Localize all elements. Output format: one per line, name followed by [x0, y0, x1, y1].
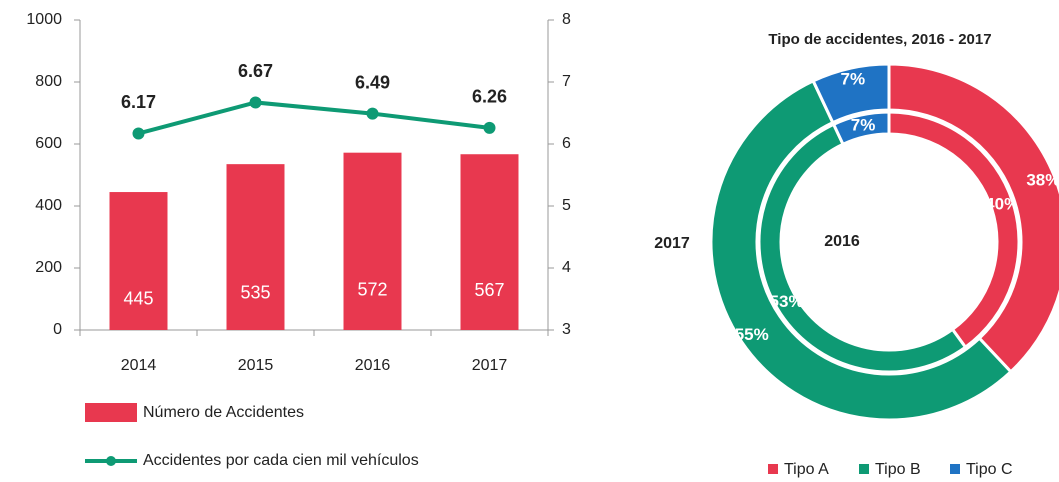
x-tick-label: 2015 — [238, 357, 274, 374]
legend-label: Accidentes por cada cien mil vehículos — [143, 452, 419, 469]
y-tick-label: 1000 — [26, 11, 62, 28]
legend-label: Tipo A — [784, 461, 829, 478]
ring-label: 2017 — [654, 235, 690, 252]
y2-tick-label: 7 — [562, 73, 571, 90]
slice-label: 55% — [735, 325, 769, 344]
bar — [226, 164, 285, 330]
slice-label: 40% — [985, 195, 1019, 214]
bar-label: 445 — [123, 288, 153, 308]
y-tick-label: 400 — [35, 197, 62, 214]
x-tick-label: 2014 — [121, 357, 157, 374]
line-point — [132, 127, 145, 140]
line-label: 6.49 — [355, 72, 390, 92]
line-label: 6.17 — [121, 92, 156, 112]
y2-tick-label: 5 — [562, 197, 571, 214]
y-tick-label: 200 — [35, 259, 62, 276]
legend-label: Número de Accidentes — [143, 404, 304, 421]
slice-label: 53% — [770, 292, 804, 311]
legend-label: Tipo B — [875, 461, 921, 478]
slice-label: 7% — [840, 69, 865, 88]
bar-label: 535 — [240, 282, 270, 302]
legend-swatch — [950, 464, 960, 474]
bar — [343, 152, 402, 330]
ring-label: 2016 — [824, 233, 860, 250]
legend-swatch — [768, 464, 778, 474]
donut-slice — [887, 62, 1059, 374]
x-tick-label: 2017 — [472, 357, 508, 374]
line-point — [366, 107, 379, 120]
donut-slice — [709, 78, 1013, 422]
y-tick-label: 0 — [53, 321, 62, 338]
legend-swatch — [859, 464, 869, 474]
line-point — [483, 121, 496, 134]
y2-tick-label: 8 — [562, 11, 571, 28]
bar-label: 572 — [357, 280, 387, 300]
y2-tick-label: 4 — [562, 259, 571, 276]
bar — [460, 154, 519, 330]
donut-slice — [811, 62, 891, 125]
line-label: 6.26 — [472, 87, 507, 107]
legend-swatch — [85, 403, 137, 422]
legend-label: Tipo C — [966, 461, 1013, 478]
x-tick-label: 2016 — [355, 357, 391, 374]
line-label: 6.67 — [238, 61, 273, 81]
legend-marker — [106, 456, 116, 466]
slice-label: 7% — [851, 115, 876, 134]
y2-tick-label: 3 — [562, 321, 571, 338]
slice-label: 38% — [1026, 170, 1059, 189]
bar — [109, 192, 168, 330]
line-point — [249, 96, 262, 109]
donut-slice — [831, 110, 891, 147]
y-tick-label: 600 — [35, 135, 62, 152]
bar-label: 567 — [474, 280, 504, 300]
y2-tick-label: 6 — [562, 135, 571, 152]
y-tick-label: 800 — [35, 73, 62, 90]
donut-title: Tipo de accidentes, 2016 - 2017 — [768, 31, 991, 48]
line — [137, 100, 490, 136]
